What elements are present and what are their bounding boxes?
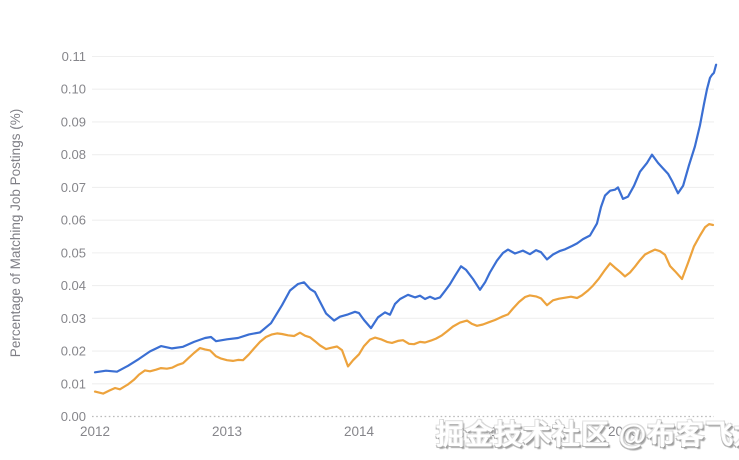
y-tick-label: 0.03 [61, 311, 86, 326]
y-tick-label: 0.11 [62, 49, 86, 64]
y-tick-label: 0.01 [61, 376, 86, 391]
gridlines [92, 55, 714, 418]
x-tick-label: 2014 [344, 424, 375, 439]
y-tick-label: 0.02 [61, 344, 86, 359]
y-tick-label: 0.00 [61, 409, 86, 424]
y-tick-label: 0.08 [61, 147, 86, 162]
y-tick-label: 0.10 [61, 82, 86, 97]
watermark-text: 掘金技术社区 @布客飞龙 [436, 419, 739, 450]
y-tick-label: 0.07 [61, 180, 86, 195]
x-tick-label: 2015 [476, 424, 506, 439]
x-tick-label: 2012 [80, 424, 110, 439]
x-tick-label: 2016 [608, 424, 638, 439]
y-tick-label: 0.04 [61, 278, 86, 293]
axis-labels: 0.00 0.01 0.02 0.03 0.04 0.05 0.06 0.07 0.08 0.09… [61, 49, 638, 439]
x-tick-label: 2013 [212, 424, 242, 439]
y-axis-title: Percentage of Matching Job Postings (%) [8, 109, 23, 357]
series-line-orange [93, 223, 715, 395]
y-tick-label: 0.05 [61, 245, 86, 260]
series-lines [93, 63, 718, 395]
y-tick-label: 0.09 [61, 114, 86, 129]
y-tick-label: 0.06 [61, 213, 86, 228]
series-line-blue [93, 63, 718, 374]
